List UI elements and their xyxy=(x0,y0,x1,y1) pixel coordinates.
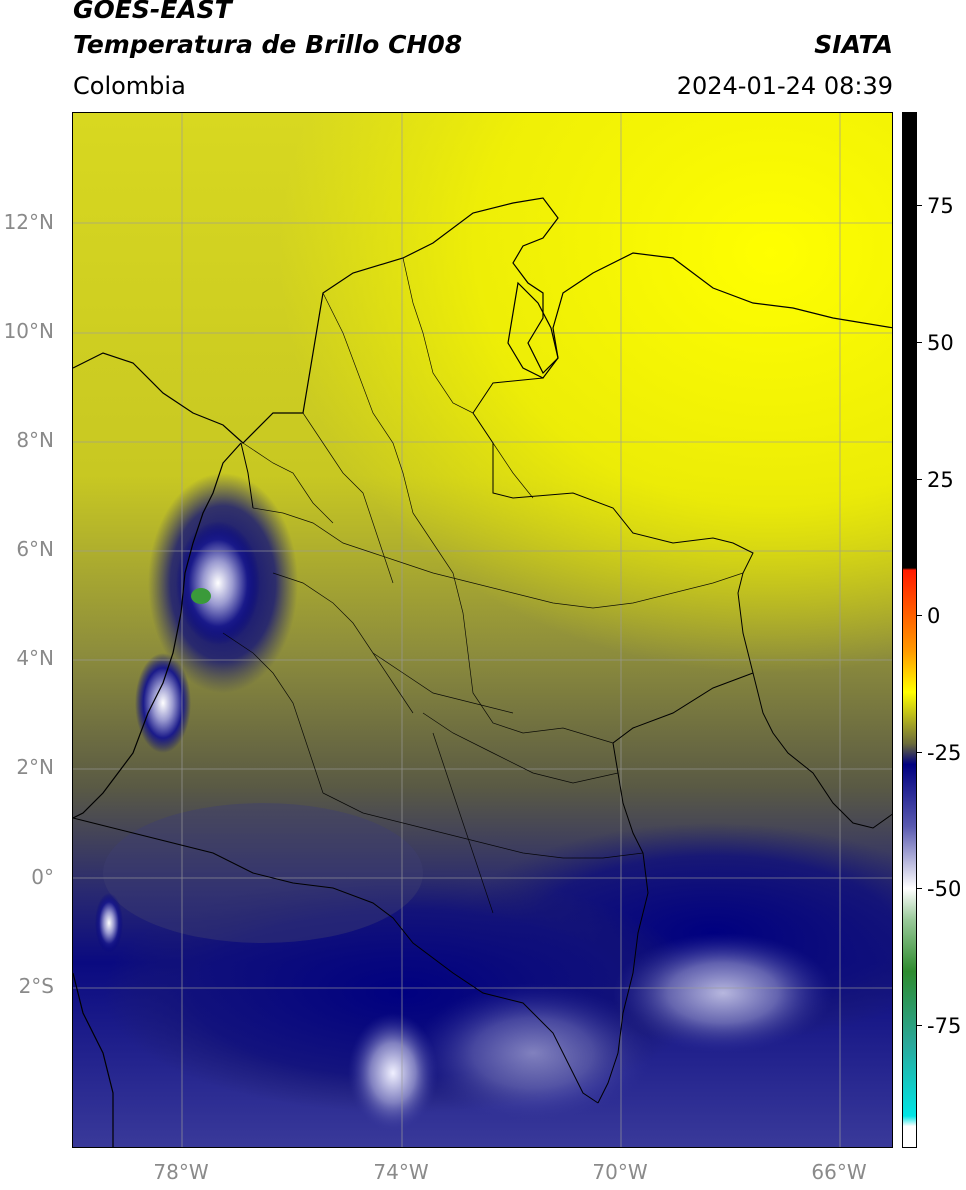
colorbar-tick-0 xyxy=(917,615,922,616)
colorbar-label-75: 75 xyxy=(927,194,954,218)
graticule xyxy=(73,113,892,1147)
colorbar-tick-25 xyxy=(917,479,922,480)
colorbar-label-minus25: -25 xyxy=(927,741,962,765)
temperature-colorbar xyxy=(902,112,917,1148)
datetime-label: 2024-01-24 08:39 xyxy=(676,72,893,100)
convective-cloud-pacific xyxy=(95,893,123,953)
colorbar-tick-minus50 xyxy=(917,888,922,889)
convective-cloud-south xyxy=(135,653,191,753)
lat-label-0: 0° xyxy=(31,865,54,889)
lat-label-2s: 2°S xyxy=(18,974,54,998)
lat-label-10n: 10°N xyxy=(3,319,54,343)
lat-label-12n: 12°N xyxy=(3,210,54,234)
lat-label-2n: 2°N xyxy=(16,755,54,779)
colorbar-tick-minus25 xyxy=(917,752,922,753)
lat-label-6n: 6°N xyxy=(16,537,54,561)
lon-label-74w: 74°W xyxy=(373,1160,429,1184)
department-borders xyxy=(222,257,744,914)
satellite-map[interactable] xyxy=(72,112,893,1148)
map-canvas xyxy=(73,113,892,1147)
region-label: Colombia xyxy=(73,72,186,100)
colorbar-tick-75 xyxy=(917,205,922,206)
lat-label-8n: 8°N xyxy=(16,428,54,452)
convective-cloud-core xyxy=(176,521,260,645)
colorbar-tick-minus75 xyxy=(917,1025,922,1026)
colorbar-label-50: 50 xyxy=(927,331,954,355)
brand-label: SIATA xyxy=(814,30,893,59)
warm-region xyxy=(73,113,892,813)
lon-label-70w: 70°W xyxy=(592,1160,648,1184)
lon-label-78w: 78°W xyxy=(153,1160,209,1184)
mid-band xyxy=(103,803,423,943)
national-borders xyxy=(73,377,892,1104)
satellite-title: GOES-EAST xyxy=(73,0,232,24)
colorbar-label-25: 25 xyxy=(927,468,954,492)
colorbar-tick-50 xyxy=(917,342,922,343)
cold-cloud-amazon-east xyxy=(613,933,833,1053)
colorbar-label-0: 0 xyxy=(927,604,941,628)
colorbar-label-minus75: -75 xyxy=(927,1014,962,1038)
colorbar-label-minus50: -50 xyxy=(927,877,962,901)
coastlines xyxy=(73,197,892,1147)
cold-cloud-amazon-center xyxy=(413,983,653,1123)
very-cold-spot xyxy=(191,588,211,604)
lon-label-66w: 66°W xyxy=(811,1160,867,1184)
lat-label-4n: 4°N xyxy=(16,646,54,670)
product-title: Temperatura de Brillo CH08 xyxy=(73,30,463,59)
